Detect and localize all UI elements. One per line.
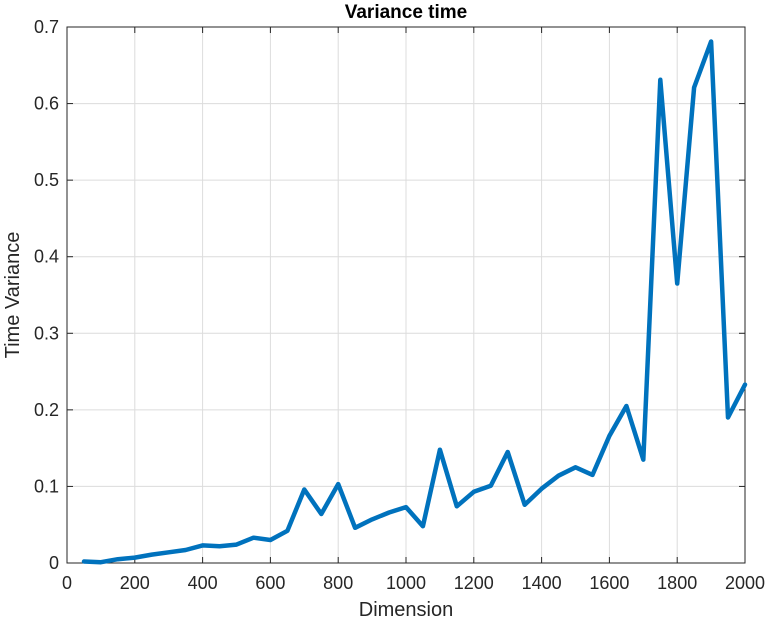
y-tick-label: 0 — [49, 553, 59, 573]
x-tick-label: 1000 — [386, 573, 426, 593]
x-tick-label: 1200 — [454, 573, 494, 593]
y-tick-label: 0.3 — [34, 323, 59, 343]
series-line — [81, 39, 748, 565]
y-tick-label: 0.2 — [34, 400, 59, 420]
x-tick-label: 200 — [120, 573, 150, 593]
y-tick-label: 0.6 — [34, 94, 59, 114]
tick-labels: 0 200 400 600 800 1000 1200 1400 1600 1800 2000 0 0.… — [34, 17, 765, 593]
y-tick-label: 0.4 — [34, 247, 59, 267]
y-axis-label: Time Variance — [2, 232, 24, 359]
x-tick-label: 1800 — [657, 573, 697, 593]
x-tick-label: 400 — [188, 573, 218, 593]
y-tick-label: 0.5 — [34, 170, 59, 190]
x-tick-label: 1600 — [589, 573, 629, 593]
x-axis-label: Dimension — [359, 599, 453, 620]
x-tick-label: 600 — [255, 573, 285, 593]
x-tick-label: 800 — [323, 573, 353, 593]
y-tick-label: 0.1 — [34, 476, 59, 496]
x-tick-label: 0 — [62, 573, 72, 593]
x-tick-label: 2000 — [725, 573, 765, 593]
x-tick-label: 1400 — [522, 573, 562, 593]
grid-lines — [66, 26, 746, 564]
y-tick-label: 0.7 — [34, 17, 59, 37]
axis-ticks — [66, 26, 746, 564]
chart-title: Variance time — [345, 2, 468, 23]
